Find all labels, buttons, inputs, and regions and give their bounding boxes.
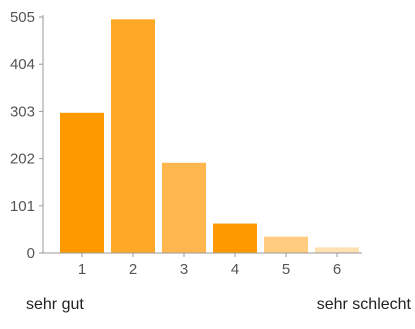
- bar-2: [111, 19, 155, 253]
- bar-3: [162, 162, 206, 253]
- scale-label-best: sehr gut: [26, 296, 84, 313]
- y-tick-label: 303: [10, 103, 35, 120]
- scale-label-worst: sehr schlecht: [316, 296, 411, 313]
- y-tick-label: 505: [10, 9, 35, 26]
- y-tick-label: 101: [10, 198, 35, 215]
- bar-chart: 0 101 202 303 404 505 1 2 3 4 5 6: [10, 9, 362, 278]
- x-tick-label: 5: [282, 261, 290, 278]
- x-tick-label: 6: [333, 261, 341, 278]
- bar-4: [213, 223, 257, 253]
- x-tick-label: 1: [78, 261, 86, 278]
- x-tick-label: 2: [129, 261, 137, 278]
- y-tick-label: 404: [10, 56, 35, 73]
- x-tick-label: 4: [231, 261, 239, 278]
- y-tick-label: 0: [27, 245, 35, 262]
- x-tick-label: 3: [180, 261, 188, 278]
- y-tick-label: 202: [10, 151, 35, 168]
- bar-6: [315, 247, 359, 253]
- bar-5: [264, 236, 308, 253]
- bar-1: [60, 112, 104, 254]
